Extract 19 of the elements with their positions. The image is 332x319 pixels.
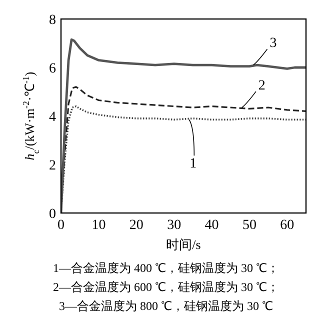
y-tick-label: 6	[49, 62, 56, 76]
line-series	[61, 38, 306, 213]
annotation: 3	[270, 36, 277, 52]
y-tick-label: 2	[49, 158, 56, 174]
x-tick-label: 40	[204, 218, 219, 233]
x-tick-label: 30	[167, 218, 182, 233]
annotation: 2	[258, 78, 266, 94]
y-tick-label: 4	[49, 110, 56, 125]
x-axis-title: 时间/s	[166, 237, 201, 252]
text: 3—合金温度为 800 ℃，硅钢温度为 30 ℃	[59, 299, 273, 313]
annotation: 1	[190, 156, 197, 172]
text: 2—合金温度为 600 ℃，硅钢温度为 30 ℃；	[53, 280, 279, 294]
x-tick-label: 60	[280, 218, 294, 233]
y-tick-label: 0	[49, 207, 56, 222]
y-tick-label: 8	[49, 13, 56, 28]
x-tick-label: 10	[92, 218, 106, 233]
x-tick-label: 50	[242, 218, 256, 233]
text: 1—合金温度为 400 ℃，硅钢温度为 30 ℃；	[53, 261, 279, 275]
x-tick-label: 20	[129, 218, 144, 233]
